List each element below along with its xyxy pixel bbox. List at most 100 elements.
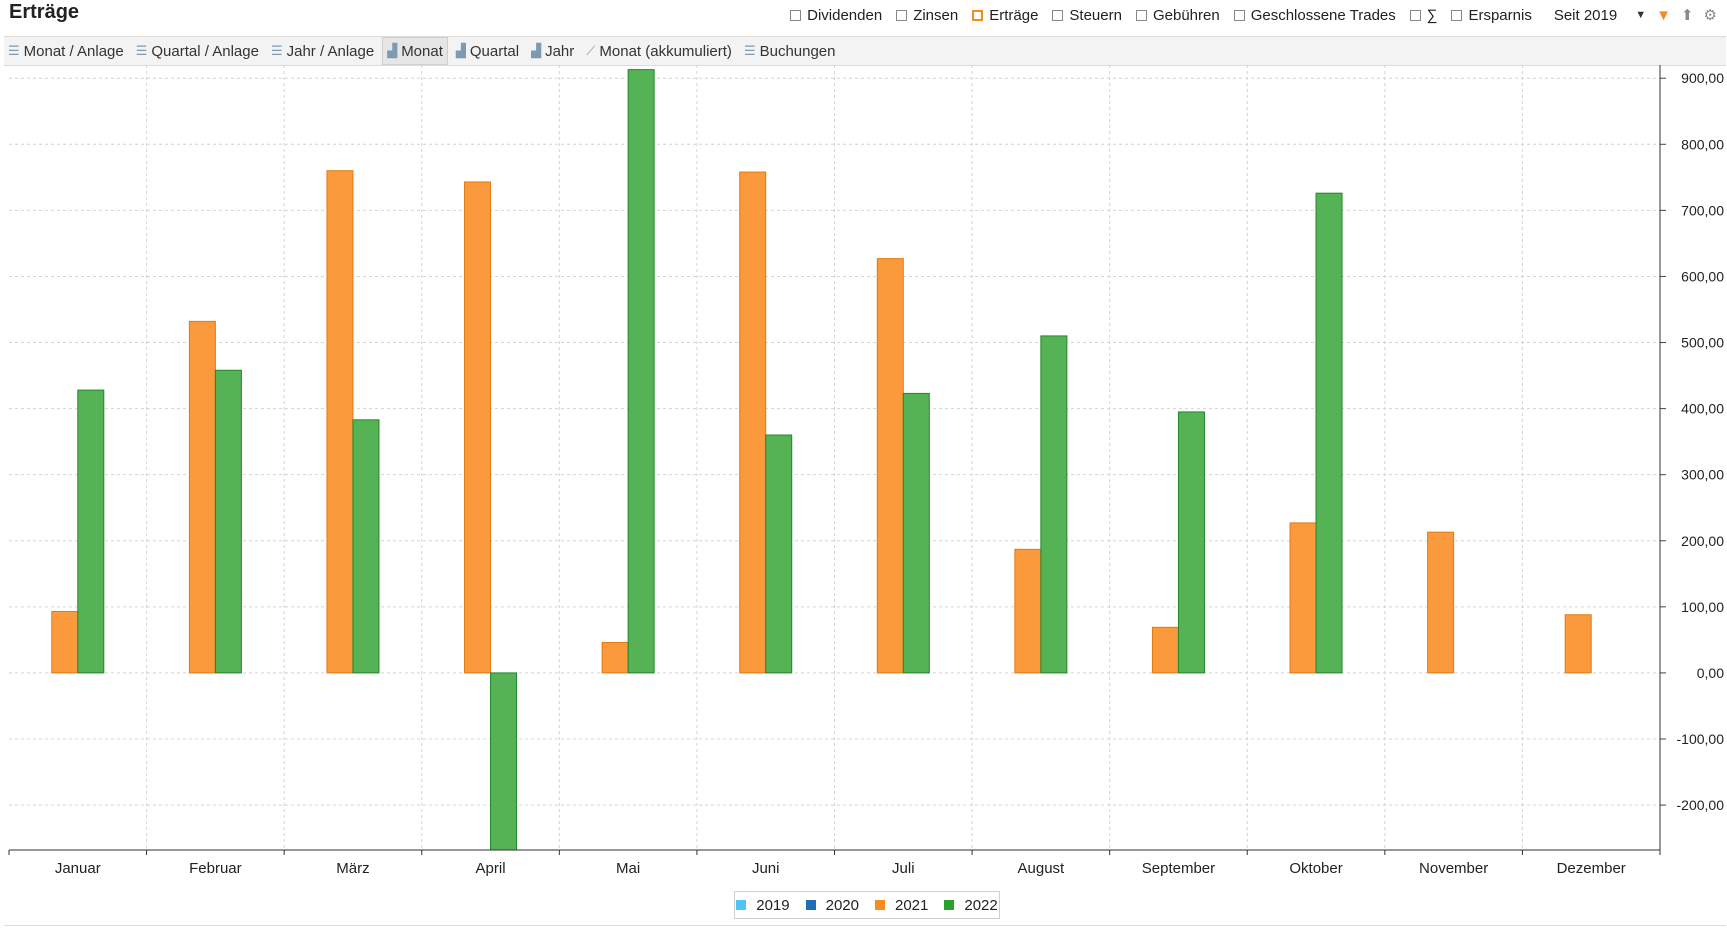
bar-chart-icon: ▟ — [531, 43, 542, 58]
period-label: Seit 2019 — [1553, 6, 1618, 24]
tab-label: Jahr — [545, 42, 575, 60]
y-tick-label: -200,00 — [1677, 797, 1725, 813]
bar-2022 — [902, 392, 930, 674]
export-icon[interactable]: ⬆ — [1680, 7, 1694, 24]
legend-label: 2019 — [756, 896, 790, 914]
x-tick-label: September — [1142, 860, 1215, 877]
filter-label: Ersparnis — [1468, 6, 1532, 24]
y-tick-label: 300,00 — [1681, 467, 1724, 483]
bar-2022 — [490, 672, 518, 851]
view-tabs: ☰ Monat / Anlage ☰ Quartal / Anlage ☰ Jahr … — [4, 36, 1726, 66]
y-tick-label: 0,00 — [1697, 665, 1724, 681]
bar-2021 — [601, 642, 629, 674]
tab-label: Quartal — [469, 42, 520, 60]
filter-label: Steuern — [1069, 6, 1122, 24]
tab-jahr-anlage[interactable]: ☰ Jahr / Anlage — [267, 38, 378, 64]
line-chart-icon: ⟋ — [586, 43, 596, 58]
checkbox[interactable] — [972, 9, 984, 21]
y-tick-label: 700,00 — [1681, 202, 1724, 218]
filter-ertraege[interactable]: Erträge — [972, 7, 1038, 24]
settings-icon[interactable]: ⚙ — [1703, 7, 1717, 24]
bar-2022 — [1315, 192, 1343, 674]
list-icon: ☰ — [135, 43, 148, 58]
page-title: Erträge — [9, 1, 80, 23]
filter-label: ∑ — [1426, 6, 1438, 24]
divider — [4, 925, 1726, 926]
period-select[interactable]: Seit 2019 ▼ — [1554, 7, 1646, 24]
y-tick-label: 600,00 — [1681, 268, 1724, 284]
bar-chart-icon: ▟ — [455, 43, 466, 58]
legend-item-2020[interactable]: 2020 — [805, 897, 859, 914]
bar-2021 — [51, 610, 79, 674]
tab-buchungen[interactable]: ☰ Buchungen — [740, 38, 840, 64]
x-tick-label: Januar — [55, 860, 101, 877]
filter-zinsen[interactable]: Zinsen — [896, 7, 958, 24]
legend-swatch — [805, 900, 816, 910]
x-tick-label: Oktober — [1289, 860, 1342, 877]
y-tick-label: -100,00 — [1677, 731, 1725, 747]
filter-label: Zinsen — [913, 6, 959, 24]
tab-label: Monat (akkumuliert) — [599, 42, 732, 60]
filter-label: Dividenden — [807, 6, 883, 24]
checkbox[interactable] — [896, 9, 908, 21]
tab-quartal[interactable]: ▟ Quartal — [452, 38, 523, 64]
bar-chart: 900,00 800,00 700,00 600,00 500,00 400,00 300,… — [8, 65, 1725, 877]
legend-item-2021[interactable]: 2021 — [875, 897, 928, 914]
tab-monat[interactable]: ▟ Monat — [382, 37, 448, 65]
checkbox[interactable] — [1451, 9, 1463, 21]
filter-label: Gebühren — [1152, 6, 1220, 24]
list-icon: ☰ — [270, 43, 283, 58]
checkbox[interactable] — [1233, 9, 1245, 21]
x-tick-label: März — [336, 860, 369, 877]
y-tick-label: 800,00 — [1681, 136, 1724, 152]
filter-ersparnis[interactable]: Ersparnis — [1451, 6, 1532, 24]
x-tick-label: April — [476, 860, 506, 877]
x-tick-label: August — [1018, 860, 1066, 877]
x-tick-label: Februar — [189, 860, 242, 877]
x-tick-label: Juli — [892, 860, 915, 877]
filter-label: Geschlossene Trades — [1250, 6, 1396, 24]
bar-2021 — [1014, 548, 1042, 674]
tab-monat-anlage[interactable]: ☰ Monat / Anlage — [4, 38, 128, 64]
legend-swatch — [736, 900, 747, 910]
tab-jahr[interactable]: ▟ Jahr — [527, 38, 578, 64]
chevron-down-icon[interactable]: ▼ — [1635, 9, 1647, 21]
tab-quartal-anlage[interactable]: ☰ Quartal / Anlage — [132, 38, 263, 64]
legend-item-2022[interactable]: 2022 — [944, 896, 998, 914]
bar-2021 — [188, 320, 216, 674]
bar-2022 — [352, 419, 380, 674]
filter-icon[interactable]: ▼ — [1656, 6, 1671, 24]
filter-steuern[interactable]: Steuern — [1052, 7, 1122, 24]
header-bar: Erträge Dividenden Zinsen Erträge Steuer… — [0, 0, 1727, 34]
bar-2021 — [464, 181, 492, 674]
bar-2021 — [1427, 531, 1455, 674]
filter-geschlossene-trades[interactable]: Geschlossene Trades — [1233, 6, 1396, 24]
filter-bar: Dividenden Zinsen Erträge Steuern Gebühr… — [776, 4, 1717, 26]
bar-2021 — [326, 170, 354, 674]
y-tick-label: 200,00 — [1681, 533, 1724, 549]
bar-2021 — [1564, 614, 1592, 674]
checkbox[interactable] — [1409, 9, 1421, 21]
tab-label: Monat / Anlage — [23, 42, 124, 60]
filter-summe[interactable]: ∑ — [1409, 6, 1438, 24]
list-icon: ☰ — [8, 43, 20, 58]
bar-2021 — [739, 171, 767, 674]
legend-swatch — [875, 900, 885, 910]
checkbox[interactable] — [790, 9, 802, 21]
tab-label: Quartal / Anlage — [151, 42, 259, 60]
checkbox[interactable] — [1052, 9, 1064, 21]
bar-2021 — [876, 258, 904, 674]
legend-label: 2022 — [964, 896, 998, 914]
chart-legend: 2019 2020 2021 2022 — [734, 891, 1000, 919]
x-tick-label: November — [1419, 860, 1488, 877]
legend-item-2019[interactable]: 2019 — [736, 896, 790, 914]
bar-2022 — [77, 389, 105, 674]
bar-2022 — [765, 434, 793, 674]
y-tick-label: 100,00 — [1681, 599, 1724, 615]
filter-gebuehren[interactable]: Gebühren — [1135, 6, 1220, 24]
checkbox[interactable] — [1135, 9, 1147, 21]
bar-2022 — [627, 69, 655, 674]
tab-label: Jahr / Anlage — [286, 42, 375, 60]
filter-dividenden[interactable]: Dividenden — [790, 7, 882, 24]
tab-monat-akkumuliert[interactable]: ⟋ Monat (akkumuliert) — [582, 38, 736, 64]
